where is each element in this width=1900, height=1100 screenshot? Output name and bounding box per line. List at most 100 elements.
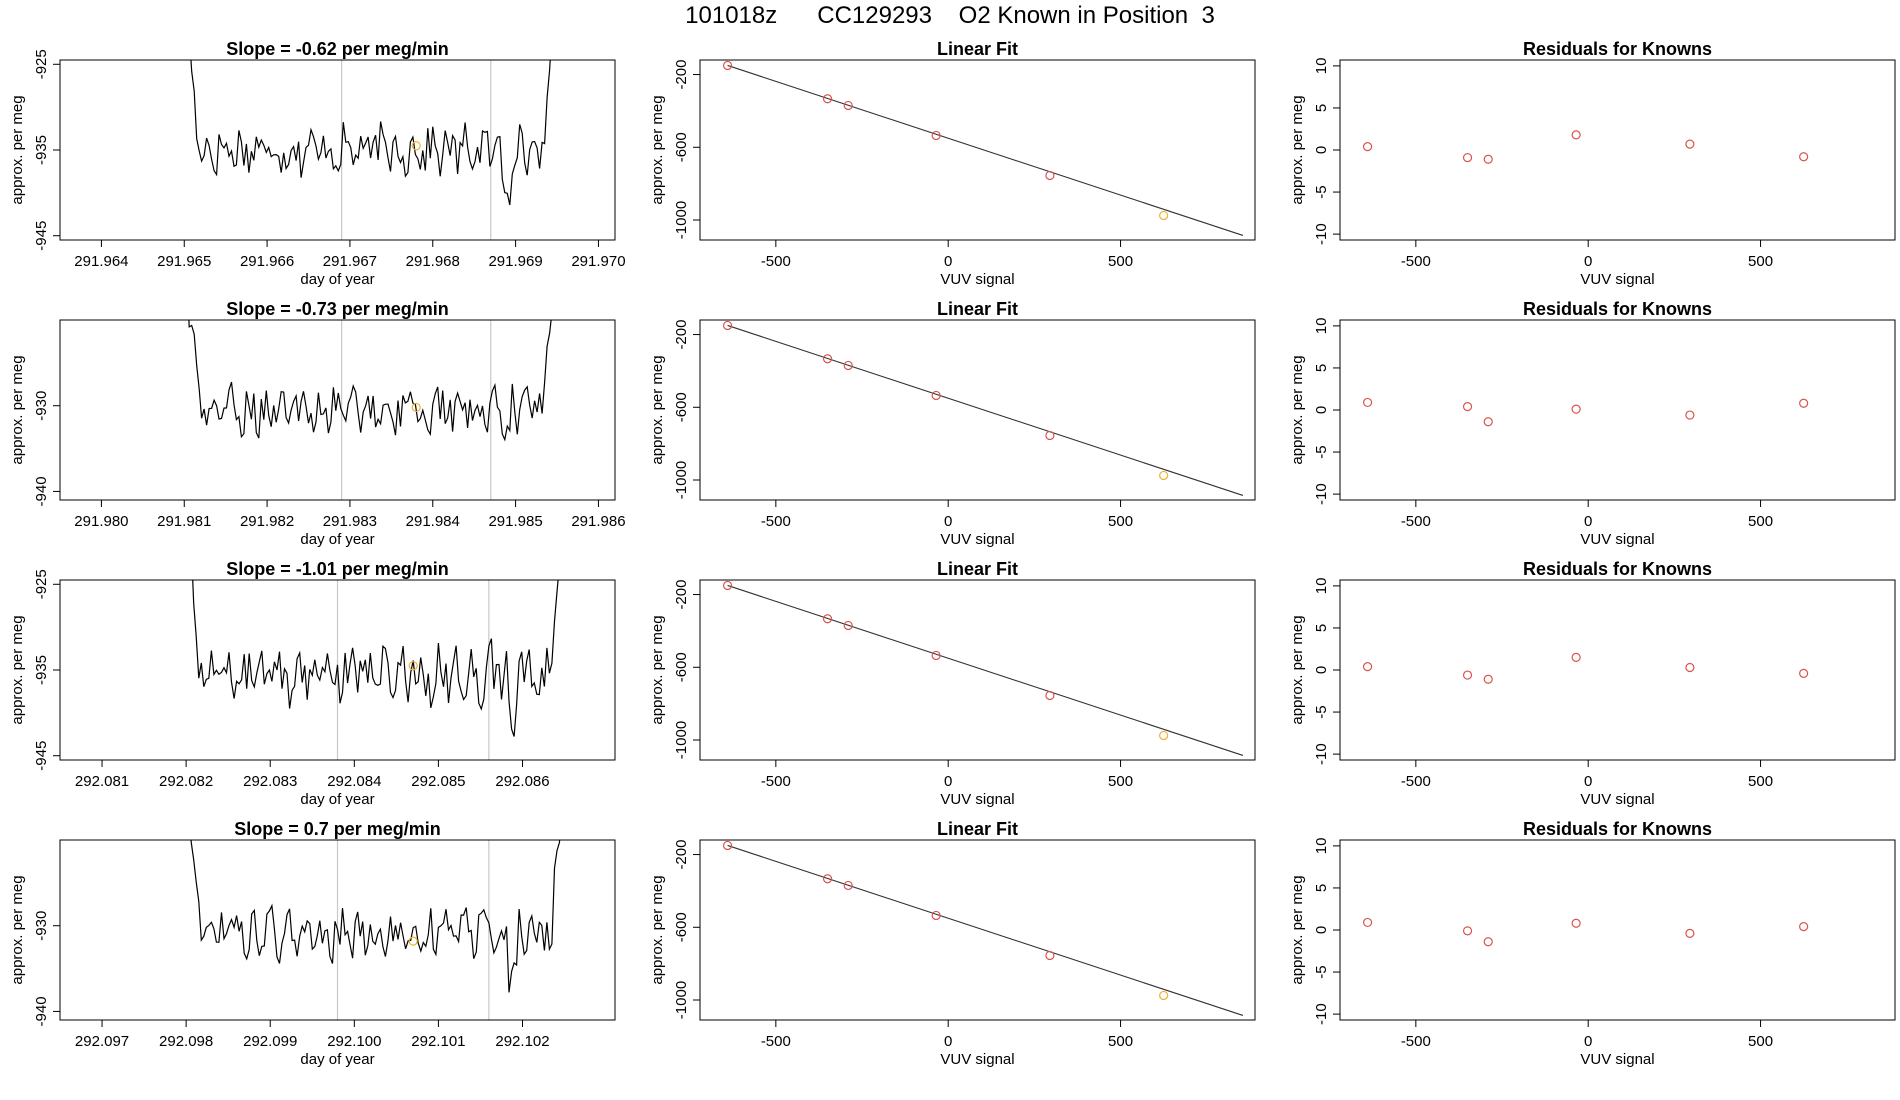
y-axis-label: approx. per meg (9, 875, 26, 984)
y-tick-label: -600 (673, 132, 690, 162)
y-tick-label: -600 (673, 392, 690, 422)
data-point (1483, 937, 1493, 947)
highlight-point (408, 661, 418, 671)
plot-frame (59, 319, 616, 501)
y-axis-label: approx. per meg (9, 615, 26, 724)
x-tick-label: -500 (761, 513, 791, 530)
y-tick-label: -935 (33, 655, 50, 685)
x-tick-label: -500 (761, 773, 791, 790)
y-tick-label: -600 (673, 652, 690, 682)
x-tick-label: 292.098 (159, 1033, 213, 1050)
x-axis-label: VUV signal (1580, 1051, 1654, 1068)
highlight-point (1159, 730, 1169, 741)
y-tick-label: -1000 (673, 461, 690, 499)
y-tick-label: 0 (1313, 666, 1330, 674)
data-point (1362, 917, 1373, 928)
x-tick-label: 0 (944, 253, 952, 270)
panel-title: Residuals for Knowns (1523, 39, 1712, 59)
x-tick-label: 292.085 (411, 773, 465, 790)
data-point (1462, 402, 1473, 412)
x-tick-label: 291.968 (406, 253, 460, 270)
y-axis-label: approx. per meg (649, 615, 666, 724)
data-point (1462, 152, 1473, 163)
plot-frame (1339, 319, 1896, 501)
y-axis-label: approx. per meg (1289, 875, 1306, 984)
data-point (931, 130, 941, 141)
data-point (1685, 410, 1695, 420)
x-tick-label: 500 (1748, 253, 1773, 270)
x-tick-label: -500 (761, 253, 791, 270)
x-tick-label: 500 (1748, 1033, 1773, 1050)
y-axis-label: approx. per meg (1289, 615, 1306, 724)
y-tick-label: 5 (1313, 364, 1330, 372)
panel-title: Linear Fit (937, 819, 1018, 839)
plot-frame (59, 59, 616, 241)
data-point (722, 840, 733, 851)
panel-title: Linear Fit (937, 559, 1018, 579)
panel-r1-c2: Linear Fit -500 0 500 VUV signal -200 -600 -100… (649, 39, 1256, 288)
x-tick-label: 0 (944, 513, 952, 530)
y-tick-label: 10 (1313, 318, 1330, 335)
x-tick-label: 291.983 (323, 513, 377, 530)
data-point (722, 320, 733, 331)
fit-line (727, 324, 1244, 496)
x-axis-label: VUV signal (940, 531, 1014, 548)
y-tick-label: -10 (1313, 743, 1330, 765)
data-point (1799, 668, 1809, 678)
x-tick-label: 291.982 (240, 513, 294, 530)
y-tick-label: 0 (1313, 406, 1330, 414)
plot-frame (59, 839, 616, 1021)
x-tick-label: 292.097 (75, 1033, 129, 1050)
plot-frame (699, 319, 1256, 501)
plot-frame (1339, 579, 1896, 761)
x-tick-label: -500 (1401, 1033, 1431, 1050)
x-axis-label: day of year (300, 791, 374, 808)
data-point (1362, 397, 1373, 408)
data-point (1483, 674, 1493, 684)
panel-r1-c3: Residuals for Knowns -500 0 500 VUV signal -1… (1289, 39, 1896, 288)
data-point (1571, 404, 1581, 414)
x-axis-label: VUV signal (940, 1051, 1014, 1068)
page-title: 101018z CC129293 O2 Known in Position 3 (685, 2, 1215, 29)
panel-r3-c3: Residuals for Knowns -500 0 500 VUV signal -1… (1289, 559, 1896, 808)
y-tick-label: -1000 (673, 721, 690, 759)
y-axis-label: approx. per meg (649, 875, 666, 984)
data-point (1685, 662, 1695, 673)
x-tick-label: 292.102 (495, 1033, 549, 1050)
data-point (1362, 662, 1373, 672)
x-axis-label: day of year (300, 531, 374, 548)
y-tick-label: -5 (1313, 965, 1330, 978)
data-point (1799, 922, 1809, 932)
panel-title: Slope = 0.7 per meg/min (234, 819, 441, 839)
data-point (822, 874, 833, 884)
x-axis-label: VUV signal (1580, 271, 1654, 288)
x-tick-label: 292.082 (159, 773, 213, 790)
x-tick-label: 0 (1584, 253, 1592, 270)
x-tick-label: 291.984 (406, 513, 460, 530)
data-point (822, 614, 833, 624)
highlight-point (1159, 470, 1169, 481)
x-tick-label: 292.101 (411, 1033, 465, 1050)
x-tick-label: 500 (1108, 1033, 1133, 1050)
panel-r1-c1: Slope = -0.62 per meg/min 291.964 291.965 2… (9, 39, 626, 288)
data-point (1685, 928, 1695, 938)
panel-r4-c2: Linear Fit -500 0 500 VUV signal -200 -600 -100… (649, 819, 1256, 1068)
y-tick-label: -200 (673, 580, 690, 610)
y-tick-label: 5 (1313, 104, 1330, 112)
x-tick-label: 291.969 (488, 253, 542, 270)
x-tick-label: 291.986 (571, 513, 625, 530)
data-point (822, 94, 833, 104)
x-tick-label: 291.966 (240, 253, 294, 270)
data-point (1799, 398, 1809, 408)
data-point (1685, 139, 1695, 149)
x-tick-label: 292.081 (75, 773, 129, 790)
y-tick-label: -5 (1313, 185, 1330, 198)
data-point (722, 580, 733, 591)
series-line (190, 60, 551, 206)
plot-frame (59, 579, 616, 761)
highlight-point (1159, 210, 1169, 221)
y-tick-label: -10 (1313, 1003, 1330, 1025)
fit-line (727, 844, 1244, 1016)
data-point (1571, 652, 1581, 662)
